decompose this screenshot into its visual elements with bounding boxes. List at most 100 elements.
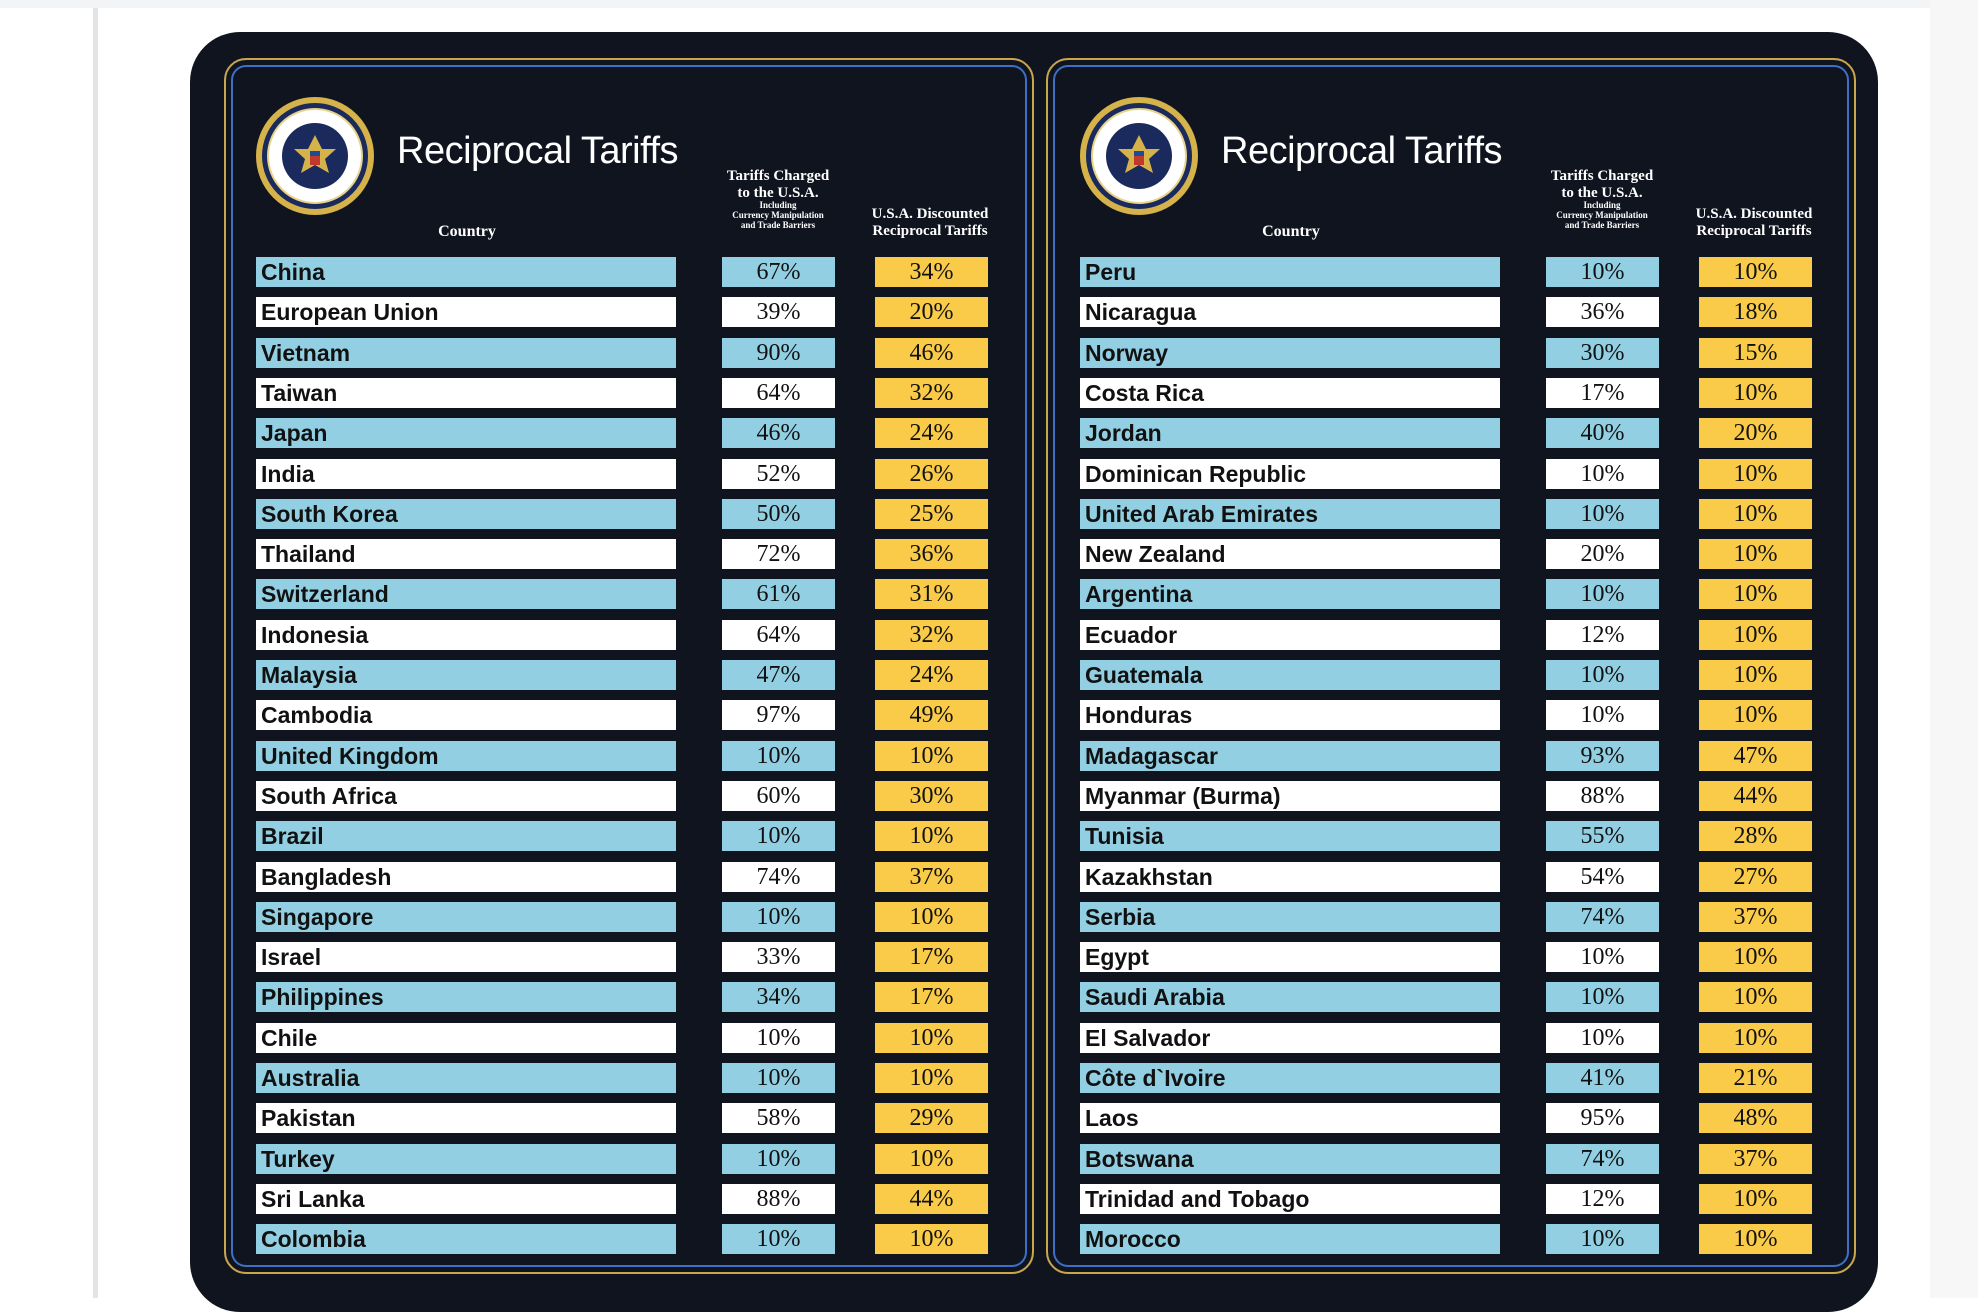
discounted-tariff-cell: 29% bbox=[875, 1103, 988, 1133]
table-row: Argentina 10% 10% bbox=[0, 579, 1978, 609]
tariff-charged-cell: 88% bbox=[1546, 781, 1659, 811]
table-row: Sri Lanka 88% 44% bbox=[0, 1184, 1978, 1214]
tariff-charged-cell: 12% bbox=[1546, 620, 1659, 650]
tariff-charged-cell: 52% bbox=[722, 459, 835, 489]
tariff-charged-cell: 10% bbox=[1546, 700, 1659, 730]
table-row: Morocco 10% 10% bbox=[0, 1224, 1978, 1254]
table-row: India 52% 26% bbox=[0, 459, 1978, 489]
tariff-charged-cell: 97% bbox=[722, 700, 835, 730]
country-cell: Taiwan bbox=[256, 378, 676, 408]
tariff-charged-cell: 74% bbox=[722, 862, 835, 892]
table-row: Singapore 10% 10% bbox=[0, 902, 1978, 932]
tariff-charged-cell: 67% bbox=[722, 257, 835, 287]
country-cell: China bbox=[256, 257, 676, 287]
left-table-panel bbox=[224, 58, 1034, 1274]
country-cell: Kazakhstan bbox=[1080, 862, 1500, 892]
country-cell: Peru bbox=[1080, 257, 1500, 287]
tariff-charged-cell: 10% bbox=[722, 1063, 835, 1093]
discounted-tariff-cell: 10% bbox=[1699, 620, 1812, 650]
table-row: Australia 10% 10% bbox=[0, 1063, 1978, 1093]
table-row: Cambodia 97% 49% bbox=[0, 700, 1978, 730]
tariff-charged-cell: 10% bbox=[722, 1224, 835, 1254]
tariff-charged-cell: 60% bbox=[722, 781, 835, 811]
table-row: European Union 39% 20% bbox=[0, 297, 1978, 327]
country-cell: Chile bbox=[256, 1023, 676, 1053]
tariff-charged-cell: 47% bbox=[722, 660, 835, 690]
discounted-tariff-cell: 49% bbox=[875, 700, 988, 730]
country-cell: Costa Rica bbox=[1080, 378, 1500, 408]
country-cell: Sri Lanka bbox=[256, 1184, 676, 1214]
country-cell: Ecuador bbox=[1080, 620, 1500, 650]
table-row: Dominican Republic 10% 10% bbox=[0, 459, 1978, 489]
presidential-seal-icon bbox=[256, 97, 374, 215]
country-cell: Thailand bbox=[256, 539, 676, 569]
tariff-charged-cell: 10% bbox=[722, 1144, 835, 1174]
discounted-tariff-cell: 10% bbox=[875, 821, 988, 851]
tariff-charged-cell: 10% bbox=[1546, 257, 1659, 287]
country-cell: Vietnam bbox=[256, 338, 676, 368]
table-row: Myanmar (Burma) 88% 44% bbox=[0, 781, 1978, 811]
column-header-discounted: U.S.A. Discounted Reciprocal Tariffs bbox=[1695, 206, 1813, 239]
table-row: Switzerland 61% 31% bbox=[0, 579, 1978, 609]
tariff-charged-cell: 40% bbox=[1546, 418, 1659, 448]
country-cell: Bangladesh bbox=[256, 862, 676, 892]
discounted-tariff-cell: 37% bbox=[875, 862, 988, 892]
discounted-tariff-cell: 10% bbox=[1699, 942, 1812, 972]
discounted-tariff-cell: 10% bbox=[1699, 660, 1812, 690]
table-row: Serbia 74% 37% bbox=[0, 902, 1978, 932]
discounted-tariff-cell: 32% bbox=[875, 620, 988, 650]
tariff-charged-cell: 10% bbox=[1546, 660, 1659, 690]
table-row: Kazakhstan 54% 27% bbox=[0, 862, 1978, 892]
table-row: Pakistan 58% 29% bbox=[0, 1103, 1978, 1133]
tariff-charged-cell: 58% bbox=[722, 1103, 835, 1133]
discounted-tariff-cell: 24% bbox=[875, 418, 988, 448]
tariff-charged-cell: 10% bbox=[1546, 459, 1659, 489]
country-cell: Tunisia bbox=[1080, 821, 1500, 851]
country-cell: Guatemala bbox=[1080, 660, 1500, 690]
country-cell: Norway bbox=[1080, 338, 1500, 368]
discounted-tariff-cell: 17% bbox=[875, 982, 988, 1012]
discounted-tariff-cell: 10% bbox=[875, 741, 988, 771]
tariff-charged-cell: 90% bbox=[722, 338, 835, 368]
country-cell: Philippines bbox=[256, 982, 676, 1012]
country-cell: United Arab Emirates bbox=[1080, 499, 1500, 529]
discounted-tariff-cell: 18% bbox=[1699, 297, 1812, 327]
table-row: Chile 10% 10% bbox=[0, 1023, 1978, 1053]
table-row: Guatemala 10% 10% bbox=[0, 660, 1978, 690]
country-cell: Malaysia bbox=[256, 660, 676, 690]
country-cell: Laos bbox=[1080, 1103, 1500, 1133]
column-header-discounted: U.S.A. Discounted Reciprocal Tariffs bbox=[871, 206, 989, 239]
table-row: Peru 10% 10% bbox=[0, 257, 1978, 287]
country-cell: Jordan bbox=[1080, 418, 1500, 448]
column-header-country: Country bbox=[1262, 223, 1320, 240]
tariff-charged-cell: 61% bbox=[722, 579, 835, 609]
tariff-charged-cell: 10% bbox=[1546, 942, 1659, 972]
tariff-charged-cell: 10% bbox=[1546, 579, 1659, 609]
discounted-tariff-cell: 37% bbox=[1699, 902, 1812, 932]
discounted-tariff-cell: 36% bbox=[875, 539, 988, 569]
page-top-strip bbox=[0, 0, 1978, 8]
tariff-charged-cell: 72% bbox=[722, 539, 835, 569]
table-row: Philippines 34% 17% bbox=[0, 982, 1978, 1012]
tariff-charged-cell: 55% bbox=[1546, 821, 1659, 851]
table-row: Malaysia 47% 24% bbox=[0, 660, 1978, 690]
table-row: Israel 33% 17% bbox=[0, 942, 1978, 972]
table-row: Jordan 40% 20% bbox=[0, 418, 1978, 448]
tariff-charged-cell: 95% bbox=[1546, 1103, 1659, 1133]
discounted-tariff-cell: 10% bbox=[875, 1063, 988, 1093]
table-row: Egypt 10% 10% bbox=[0, 942, 1978, 972]
table-row: United Arab Emirates 10% 10% bbox=[0, 499, 1978, 529]
page-right-margin bbox=[1930, 0, 1978, 1298]
discounted-tariff-cell: 10% bbox=[1699, 378, 1812, 408]
table-row: Ecuador 12% 10% bbox=[0, 620, 1978, 650]
tariff-charged-cell: 17% bbox=[1546, 378, 1659, 408]
tariff-charged-cell: 10% bbox=[722, 1023, 835, 1053]
discounted-tariff-cell: 20% bbox=[875, 297, 988, 327]
table-row: Côte d`Ivoire 41% 21% bbox=[0, 1063, 1978, 1093]
table-row: South Africa 60% 30% bbox=[0, 781, 1978, 811]
country-cell: South Africa bbox=[256, 781, 676, 811]
discounted-tariff-cell: 46% bbox=[875, 338, 988, 368]
country-cell: Turkey bbox=[256, 1144, 676, 1174]
tariff-charged-cell: 10% bbox=[722, 902, 835, 932]
country-cell: Argentina bbox=[1080, 579, 1500, 609]
